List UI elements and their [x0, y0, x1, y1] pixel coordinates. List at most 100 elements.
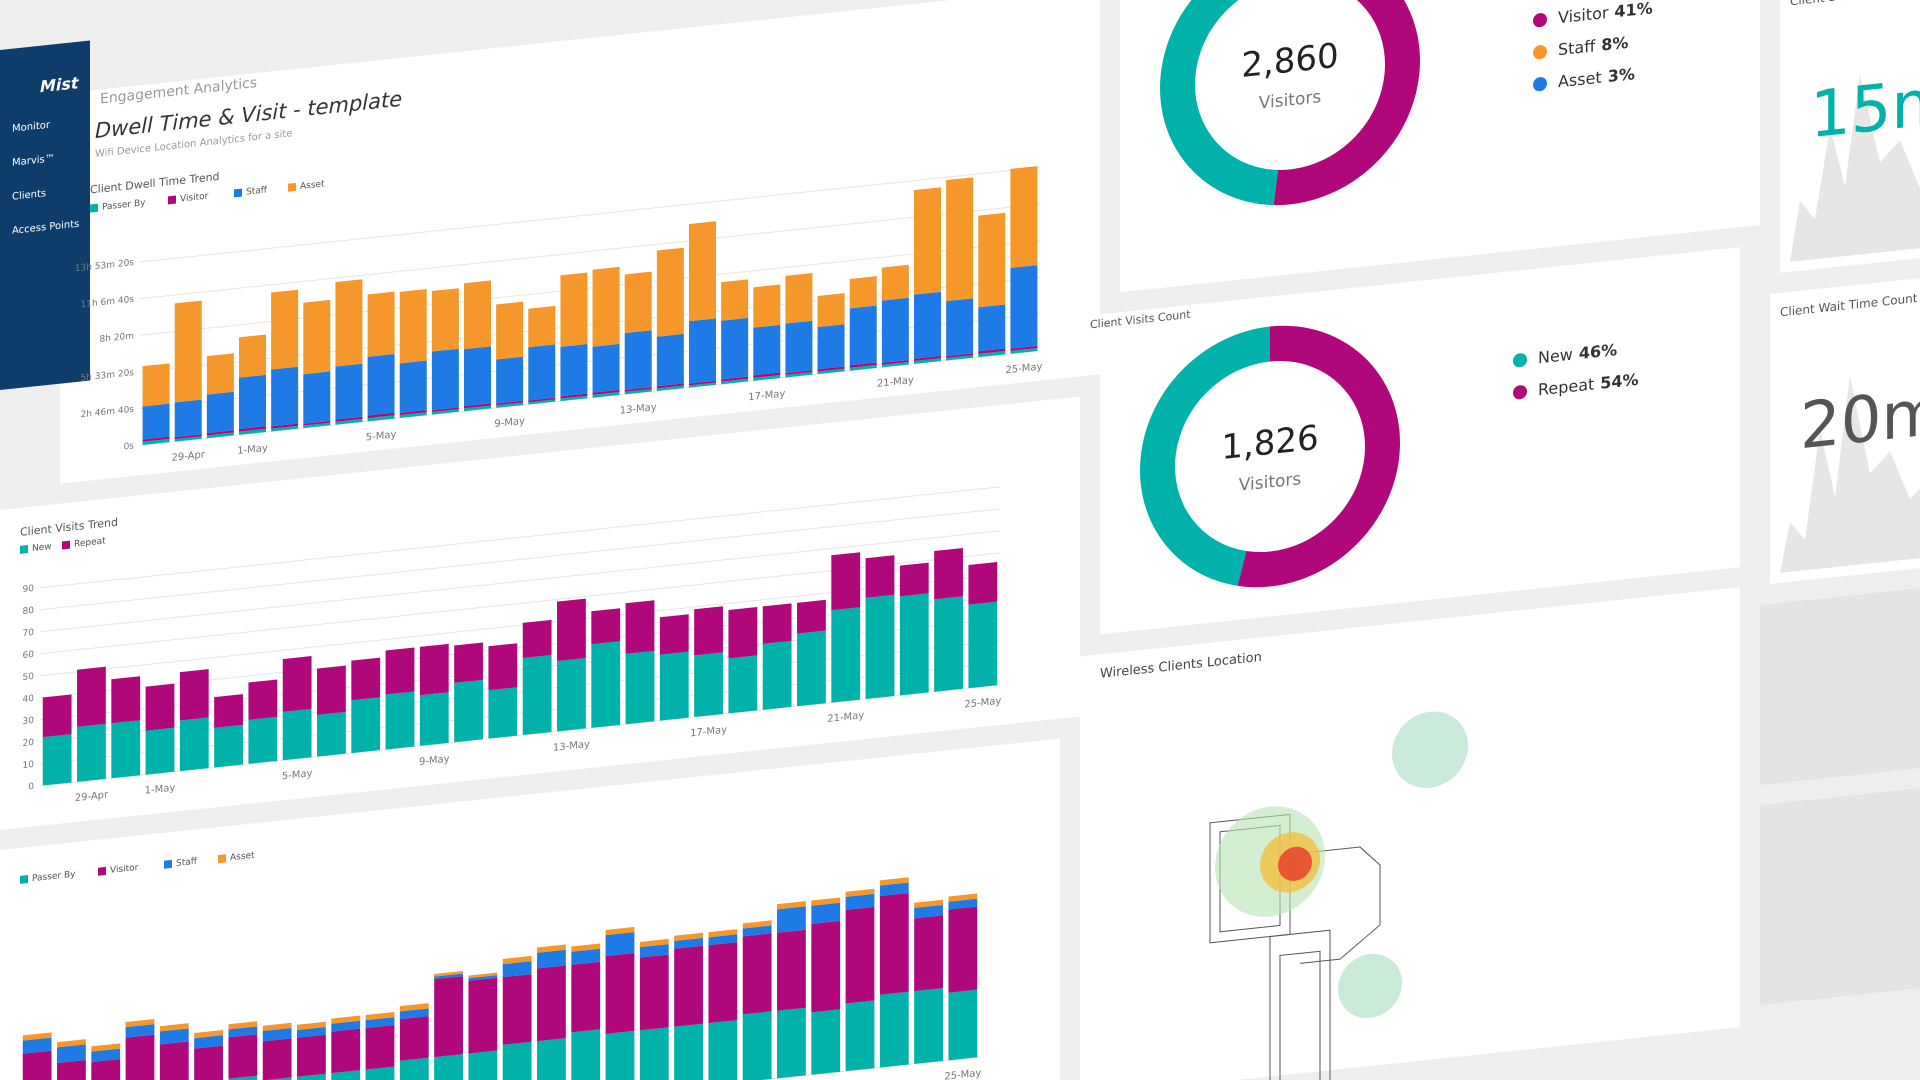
- x-tick-label: 21-May: [827, 710, 864, 725]
- heat-blob: [1392, 711, 1468, 788]
- legend-label[interactable]: Visitor: [110, 863, 139, 876]
- bar-segment: [464, 346, 491, 407]
- bar-segment: [674, 937, 703, 949]
- x-tick-label: 25-May: [944, 1068, 981, 1080]
- bar-segment: [468, 975, 498, 981]
- bar-segment: [881, 297, 909, 363]
- bar-segment: [742, 1011, 772, 1080]
- bar-segment: [899, 593, 929, 696]
- bar-segment: [194, 1035, 223, 1049]
- menu-item[interactable]: Clients: [12, 188, 46, 203]
- bar-segment: [335, 279, 363, 367]
- bar-segment: [946, 353, 974, 358]
- legend-label[interactable]: Asset: [300, 179, 325, 192]
- bar-segment: [968, 601, 998, 689]
- bar-segment: [145, 683, 175, 731]
- legend-label[interactable]: Staff: [176, 857, 198, 869]
- bar-segment: [399, 410, 427, 416]
- bar-segment: [605, 926, 635, 936]
- bar-segment: [694, 606, 723, 656]
- legend-name: Asset: [1558, 67, 1602, 91]
- bar-segment: [248, 716, 278, 764]
- legend-label[interactable]: Visitor: [180, 192, 209, 205]
- bar-segment: [522, 655, 552, 736]
- legend-label[interactable]: New: [32, 542, 52, 554]
- legend-label[interactable]: Passer By: [102, 198, 146, 213]
- bar-segment: [159, 1023, 189, 1032]
- bar-segment: [845, 906, 875, 1004]
- bar-segment: [914, 358, 941, 364]
- bar-segment: [365, 1024, 395, 1070]
- bar-segment: [1010, 265, 1038, 349]
- x-tick-label: 5-May: [366, 429, 397, 443]
- legend-swatch: [234, 188, 242, 198]
- bar-segment: [464, 405, 491, 412]
- bar-segment: [762, 603, 792, 644]
- bar-segment: [624, 388, 652, 395]
- bar-segment: [605, 952, 635, 1034]
- legend-percent: 54%: [1600, 369, 1638, 392]
- bar-segment: [797, 599, 826, 634]
- bar-segment: [206, 391, 234, 434]
- bar-segment: [689, 382, 716, 388]
- bar-segment: [297, 1021, 326, 1030]
- bar-segment: [879, 991, 909, 1068]
- legend-name: Staff: [1558, 36, 1596, 59]
- bar-segment: [206, 430, 234, 436]
- bar-segment: [262, 1027, 292, 1042]
- bar-segment: [335, 416, 363, 422]
- bar-segment: [206, 432, 234, 439]
- bar-segment: [817, 368, 845, 375]
- bar-segment: [659, 614, 689, 655]
- x-tick-label: 29-Apr: [172, 449, 206, 464]
- bar-segment: [946, 355, 974, 361]
- bar-segment: [537, 1038, 566, 1080]
- bar-segment: [914, 355, 941, 362]
- y-tick-label: 50: [23, 672, 35, 683]
- menu-item[interactable]: Marvis™: [12, 153, 55, 168]
- legend-dot: [1533, 45, 1547, 60]
- bar-segment: [502, 974, 532, 1045]
- bar-segment: [777, 929, 806, 1011]
- bar-segment: [214, 694, 243, 728]
- bar-segment: [557, 658, 586, 732]
- bar-segment: [537, 949, 566, 969]
- y-tick-label: 80: [23, 606, 35, 617]
- bar-segment: [865, 594, 895, 700]
- bar-segment: [206, 353, 234, 395]
- x-tick-label: 29-Apr: [75, 790, 109, 805]
- brand: Mist: [40, 73, 80, 96]
- legend-label[interactable]: Asset: [230, 851, 255, 864]
- bar-segment: [831, 607, 861, 703]
- bar-segment: [434, 976, 463, 1058]
- bar-segment: [934, 547, 963, 600]
- bar-segment: [303, 420, 331, 426]
- legend-percent: 8%: [1601, 32, 1628, 54]
- legend-label[interactable]: Repeat: [74, 536, 106, 549]
- legend-label[interactable]: Passer By: [32, 870, 76, 885]
- sparkline: [1780, 375, 1920, 573]
- bar-segment: [797, 630, 826, 707]
- bar-segment: [624, 271, 652, 334]
- bar-segment: [239, 334, 266, 378]
- menu-item[interactable]: Monitor: [12, 120, 51, 135]
- bar-segment: [142, 403, 170, 440]
- bar-segment: [948, 893, 978, 902]
- bar-segment: [742, 920, 772, 929]
- visits-donut-panel: [1100, 247, 1740, 635]
- y-tick-label: 70: [23, 628, 35, 639]
- legend-name: New: [1538, 344, 1573, 367]
- legend-label: New 46%: [1538, 340, 1617, 367]
- bar-segment: [367, 291, 395, 357]
- legend-label[interactable]: Staff: [246, 185, 268, 197]
- bar-segment: [865, 555, 895, 598]
- bar-segment: [228, 1026, 258, 1038]
- bar-segment: [537, 965, 566, 1042]
- bar-segment: [591, 608, 621, 645]
- bar-segment: [708, 929, 738, 938]
- bar-segment: [271, 425, 299, 432]
- bar-segment: [431, 409, 459, 415]
